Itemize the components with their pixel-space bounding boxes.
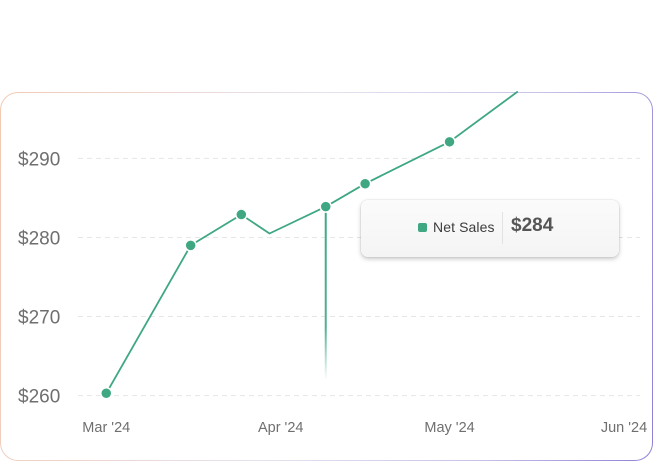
data-point bbox=[358, 177, 372, 190]
y-tick-label: $260 bbox=[18, 387, 60, 408]
x-tick-label: May '24 bbox=[424, 420, 474, 436]
tooltip-series-name: Net Sales bbox=[433, 219, 495, 235]
y-tick-label: $270 bbox=[18, 308, 60, 329]
y-tick-label: $280 bbox=[18, 228, 60, 249]
data-point bbox=[319, 200, 332, 213]
tooltip-value: $284 bbox=[511, 215, 554, 236]
hover-crosshair bbox=[324, 206, 327, 380]
x-tick-label: Mar '24 bbox=[82, 420, 130, 436]
y-tick-label: $290 bbox=[18, 149, 60, 170]
data-point bbox=[235, 208, 248, 221]
data-point bbox=[184, 239, 197, 252]
data-point bbox=[100, 387, 113, 400]
tooltip-divider bbox=[502, 212, 503, 244]
x-tick-label: Jun '24 bbox=[601, 420, 647, 436]
series-line-net-sales bbox=[105, 91, 518, 395]
data-point bbox=[443, 135, 456, 149]
x-tick-label: Apr '24 bbox=[258, 420, 304, 436]
series-swatch bbox=[418, 223, 427, 232]
hover-tooltip: Net Sales $284 bbox=[361, 200, 619, 257]
